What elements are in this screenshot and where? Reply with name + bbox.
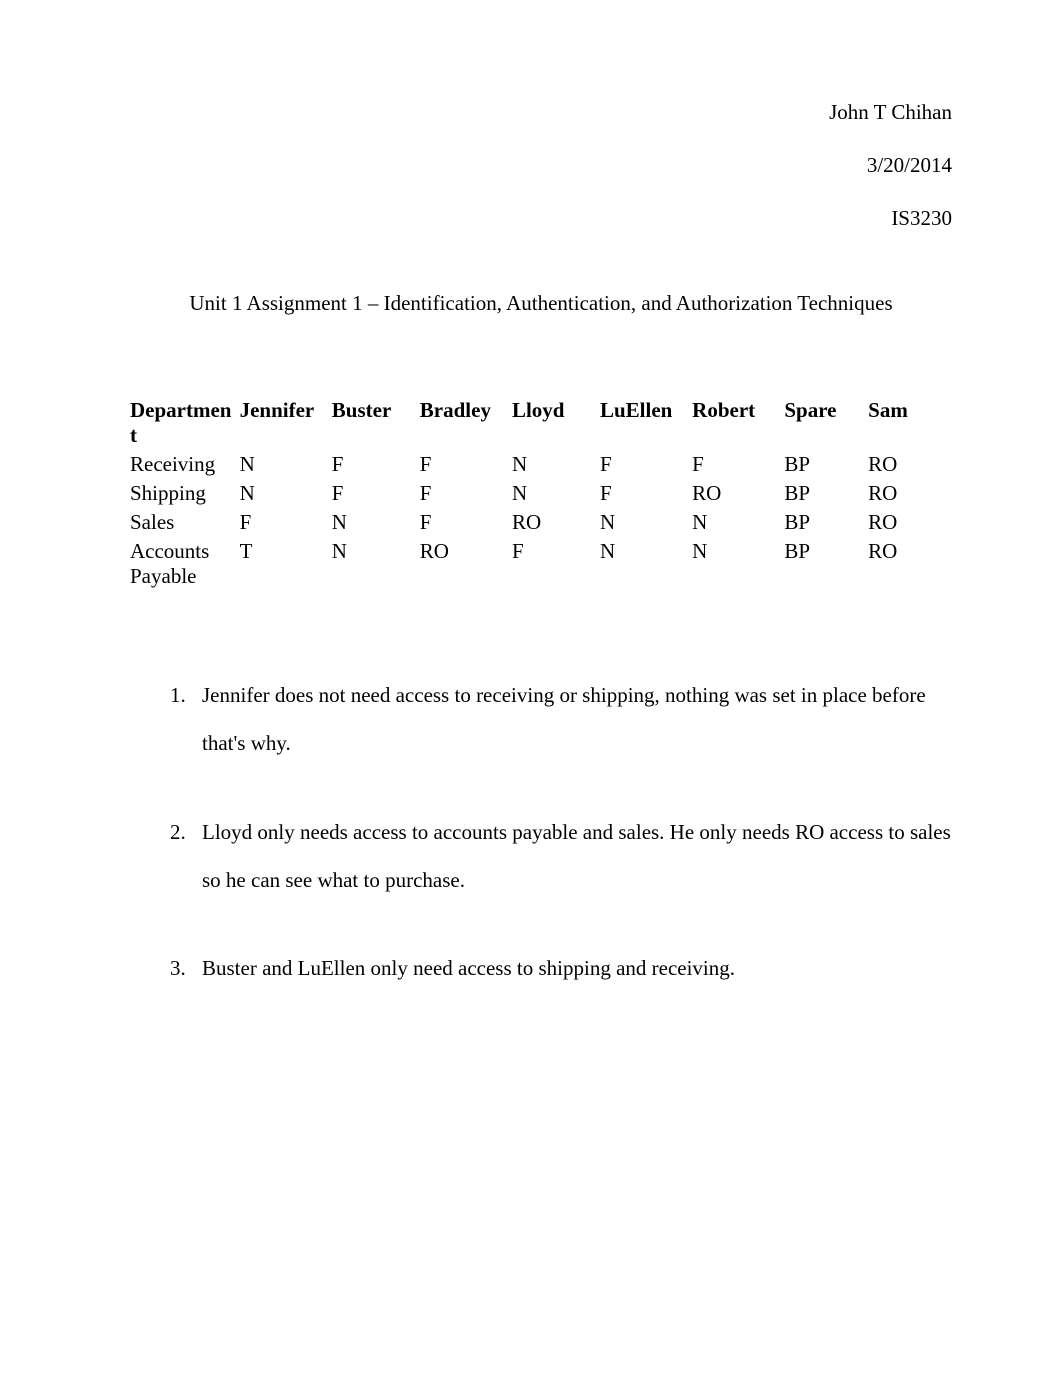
note-text: Buster and LuEllen only need access to s… — [202, 956, 735, 980]
cell: RO — [692, 479, 784, 508]
notes-list: 1. Jennifer does not need access to rece… — [130, 671, 952, 992]
note-number: 2. — [170, 808, 186, 856]
author-line: John T Chihan — [130, 100, 952, 125]
cell: BP — [784, 450, 868, 479]
note-item: 1. Jennifer does not need access to rece… — [170, 671, 952, 768]
cell: Sales — [130, 508, 240, 537]
col-header: Robert — [692, 396, 784, 450]
note-text: Lloyd only needs access to accounts paya… — [202, 820, 951, 892]
table-row: Accounts Payable T N RO F N N BP RO — [130, 537, 952, 591]
cell: RO — [420, 537, 512, 591]
cell: F — [420, 479, 512, 508]
table-body: Receiving N F F N F F BP RO Shipping N F… — [130, 450, 952, 591]
cell: RO — [512, 508, 600, 537]
course-line: IS3230 — [130, 206, 952, 231]
cell: N — [692, 537, 784, 591]
cell: F — [512, 537, 600, 591]
table-row: Receiving N F F N F F BP RO — [130, 450, 952, 479]
cell: F — [420, 450, 512, 479]
note-text: Jennifer does not need access to receivi… — [202, 683, 926, 755]
cell: BP — [784, 537, 868, 591]
cell: F — [332, 450, 420, 479]
col-header: LuEllen — [600, 396, 692, 450]
cell: RO — [868, 508, 952, 537]
cell: Receiving — [130, 450, 240, 479]
note-item: 3. Buster and LuEllen only need access t… — [170, 944, 952, 992]
document-title: Unit 1 Assignment 1 – Identification, Au… — [130, 291, 952, 316]
cell: N — [332, 508, 420, 537]
col-header: Bradley — [420, 396, 512, 450]
cell: N — [512, 450, 600, 479]
cell: F — [692, 450, 784, 479]
cell: Shipping — [130, 479, 240, 508]
cell: F — [600, 479, 692, 508]
cell: F — [420, 508, 512, 537]
col-header: Departmen t — [130, 396, 240, 450]
access-table: Departmen t Jennifer Buster Bradley Lloy… — [130, 396, 952, 591]
cell: Accounts Payable — [130, 537, 240, 591]
cell: N — [240, 450, 332, 479]
table-header-row: Departmen t Jennifer Buster Bradley Lloy… — [130, 396, 952, 450]
note-number: 3. — [170, 944, 186, 992]
date-line: 3/20/2014 — [130, 153, 952, 178]
col-header: Sam — [868, 396, 952, 450]
cell: F — [600, 450, 692, 479]
col-header: Lloyd — [512, 396, 600, 450]
cell: T — [240, 537, 332, 591]
cell: F — [332, 479, 420, 508]
cell: N — [240, 479, 332, 508]
col-header: Jennifer — [240, 396, 332, 450]
cell: N — [600, 508, 692, 537]
note-number: 1. — [170, 671, 186, 719]
cell: RO — [868, 479, 952, 508]
col-header: Buster — [332, 396, 420, 450]
table-row: Shipping N F F N F RO BP RO — [130, 479, 952, 508]
cell: F — [240, 508, 332, 537]
cell: N — [332, 537, 420, 591]
col-header: Spare — [784, 396, 868, 450]
table-row: Sales F N F RO N N BP RO — [130, 508, 952, 537]
cell: N — [600, 537, 692, 591]
header-block: John T Chihan 3/20/2014 IS3230 — [130, 100, 952, 231]
cell: RO — [868, 450, 952, 479]
cell: BP — [784, 479, 868, 508]
cell: N — [512, 479, 600, 508]
note-item: 2. Lloyd only needs access to accounts p… — [170, 808, 952, 905]
cell: RO — [868, 537, 952, 591]
cell: N — [692, 508, 784, 537]
cell: BP — [784, 508, 868, 537]
